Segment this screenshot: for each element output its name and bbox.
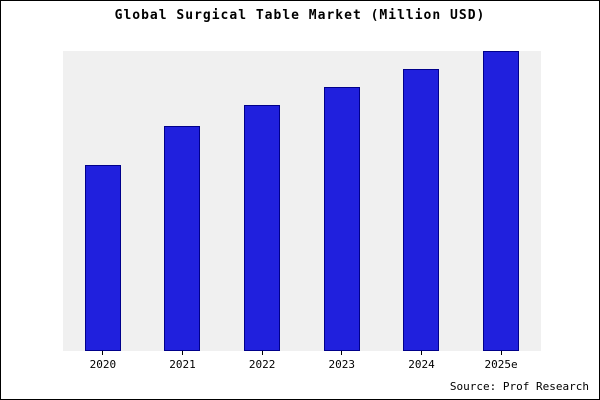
- bar-2022: [244, 105, 281, 351]
- x-axis-tick: [420, 351, 422, 355]
- x-tick-label: 2023: [328, 358, 356, 371]
- x-tick-label: 2022: [248, 358, 276, 371]
- plot-area: [63, 51, 541, 351]
- plot-wrap: 2020 2021 2022 2023 2024 2025e: [63, 51, 541, 371]
- x-axis-tick: [181, 351, 183, 355]
- x-axis-tick: [500, 351, 502, 355]
- bar-2025e: [483, 51, 520, 351]
- x-axis-labels: 2020 2021 2022 2023 2024 2025e: [63, 351, 541, 371]
- x-axis-tick: [102, 351, 104, 355]
- bar-2021: [164, 126, 201, 351]
- chart-title: Global Surgical Table Market (Million US…: [114, 8, 486, 23]
- x-label-cell: 2024: [403, 351, 439, 371]
- x-label-cell: 2022: [244, 351, 280, 371]
- bar-2023: [323, 87, 360, 351]
- x-tick-label: 2024: [408, 358, 435, 371]
- x-label-cell: 2025e: [483, 351, 519, 371]
- x-tick-label: 2025e: [484, 358, 518, 371]
- x-axis-tick: [261, 351, 263, 355]
- x-label-cell: 2020: [85, 351, 121, 371]
- x-tick-label: 2020: [89, 358, 117, 371]
- x-tick-label: 2021: [169, 358, 196, 371]
- x-label-cell: 2021: [164, 351, 200, 371]
- x-axis-tick: [341, 351, 343, 355]
- bar-2024: [403, 69, 440, 351]
- x-label-cell: 2023: [324, 351, 360, 371]
- bar-2020: [84, 165, 121, 351]
- source-text: Source: Prof Research: [449, 380, 589, 393]
